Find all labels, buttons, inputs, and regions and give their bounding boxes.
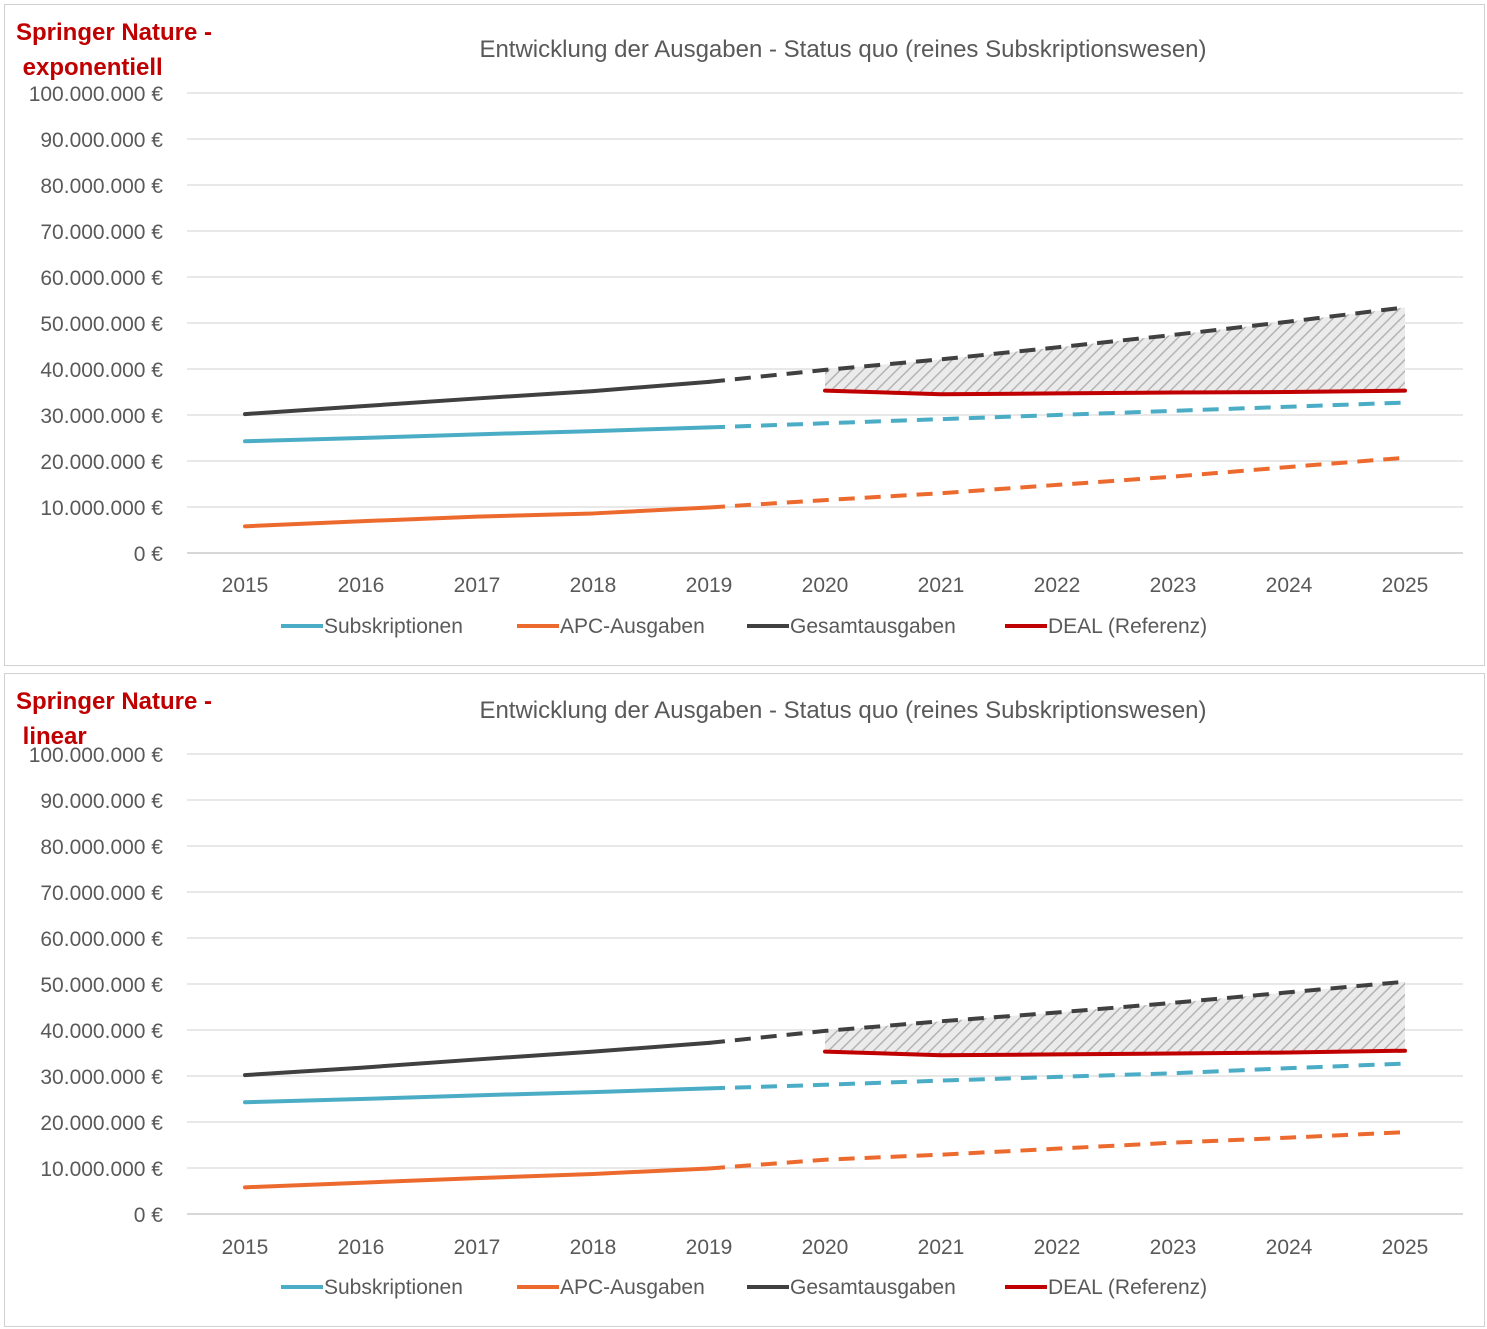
x-tick-label: 2025 (1382, 1236, 1429, 1259)
series-line-gesamtausgaben (243, 379, 711, 417)
x-tick-label: 2017 (454, 1236, 501, 1259)
legend-label: Subskriptionen (324, 1276, 463, 1299)
y-tick-label: 70.000.000 € (40, 882, 163, 905)
line-chart: Entwicklung der Ausgaben - Status quo (r… (29, 36, 1463, 638)
y-tick-label: 20.000.000 € (40, 451, 163, 474)
legend-label: Subskriptionen (324, 615, 463, 638)
x-tick-label: 2019 (686, 574, 733, 597)
x-tick-label: 2019 (686, 1236, 733, 1259)
y-tick-label: 30.000.000 € (40, 405, 163, 428)
series-projection-apc-ausgaben (708, 1130, 1406, 1171)
x-tick-label: 2022 (1034, 574, 1081, 597)
x-tick-label: 2020 (802, 1236, 849, 1259)
y-tick-label: 90.000.000 € (40, 790, 163, 813)
y-tick-label: 10.000.000 € (40, 1158, 163, 1181)
x-tick-label: 2015 (222, 1236, 269, 1259)
chart-panel-linear: Springer Nature - linear Entwicklung der… (4, 673, 1485, 1327)
y-tick-label: 70.000.000 € (40, 221, 163, 244)
x-tick-label: 2015 (222, 574, 269, 597)
x-tick-label: 2024 (1266, 1236, 1313, 1259)
x-tick-label: 2017 (454, 574, 501, 597)
x-tick-label: 2018 (570, 1236, 617, 1259)
y-tick-label: 40.000.000 € (40, 1020, 163, 1043)
series-projection-gesamtausgaben (708, 305, 1406, 384)
legend-label: Gesamtausgaben (790, 1276, 956, 1299)
series-line-gesamtausgaben (243, 1040, 711, 1078)
legend-label: DEAL (Referenz) (1048, 1276, 1207, 1299)
x-tick-label: 2023 (1150, 1236, 1197, 1259)
legend-label: Gesamtausgaben (790, 615, 956, 638)
y-tick-label: 30.000.000 € (40, 1066, 163, 1089)
series-line-apc-ausgaben (243, 505, 711, 529)
x-tick-label: 2023 (1150, 574, 1197, 597)
y-tick-label: 40.000.000 € (40, 359, 163, 382)
x-tick-label: 2018 (570, 574, 617, 597)
y-tick-label: 90.000.000 € (40, 129, 163, 152)
x-tick-label: 2020 (802, 574, 849, 597)
legend-label: APC-Ausgaben (560, 1276, 705, 1299)
x-tick-label: 2025 (1382, 574, 1429, 597)
series-projection-subskriptionen (708, 1061, 1406, 1091)
series-projection-gesamtausgaben (708, 979, 1406, 1045)
chart-title: Entwicklung der Ausgaben - Status quo (r… (479, 697, 1206, 724)
y-tick-label: 60.000.000 € (40, 267, 163, 290)
x-tick-label: 2016 (338, 574, 385, 597)
y-tick-label: 10.000.000 € (40, 497, 163, 520)
y-tick-label: 50.000.000 € (40, 313, 163, 336)
y-tick-label: 100.000.000 € (29, 744, 164, 767)
x-tick-label: 2021 (918, 574, 965, 597)
scenario-label: Springer Nature - exponentiell (16, 19, 213, 81)
series-line-apc-ausgaben (243, 1166, 711, 1190)
legend-label: DEAL (Referenz) (1048, 615, 1207, 638)
y-tick-label: 50.000.000 € (40, 974, 163, 997)
series-line-subskriptionen (243, 425, 711, 444)
y-tick-label: 20.000.000 € (40, 1112, 163, 1135)
line-chart: Entwicklung der Ausgaben - Status quo (r… (29, 697, 1463, 1299)
x-tick-label: 2024 (1266, 574, 1313, 597)
x-tick-label: 2016 (338, 1236, 385, 1259)
chart-panel-exponentiell: Springer Nature - exponentiell Entwicklu… (4, 4, 1485, 666)
y-tick-label: 0 € (134, 1204, 164, 1227)
x-tick-label: 2022 (1034, 1236, 1081, 1259)
y-tick-label: 60.000.000 € (40, 928, 163, 951)
series-line-deal-referenz (823, 1048, 1407, 1058)
y-tick-label: 80.000.000 € (40, 175, 163, 198)
series-line-subskriptionen (243, 1086, 711, 1105)
shaded-gap-area (825, 981, 1405, 1056)
series-projection-apc-ausgaben (708, 455, 1406, 510)
y-tick-label: 100.000.000 € (29, 83, 164, 106)
shaded-gap-area (825, 307, 1405, 395)
x-tick-label: 2021 (918, 1236, 965, 1259)
legend-label: APC-Ausgaben (560, 615, 705, 638)
series-projection-subskriptionen (708, 400, 1406, 430)
y-tick-label: 80.000.000 € (40, 836, 163, 859)
y-tick-label: 0 € (134, 543, 164, 566)
chart-title: Entwicklung der Ausgaben - Status quo (r… (479, 36, 1206, 63)
scenario-label: Springer Nature - linear (16, 688, 213, 750)
series-line-deal-referenz (823, 388, 1407, 397)
